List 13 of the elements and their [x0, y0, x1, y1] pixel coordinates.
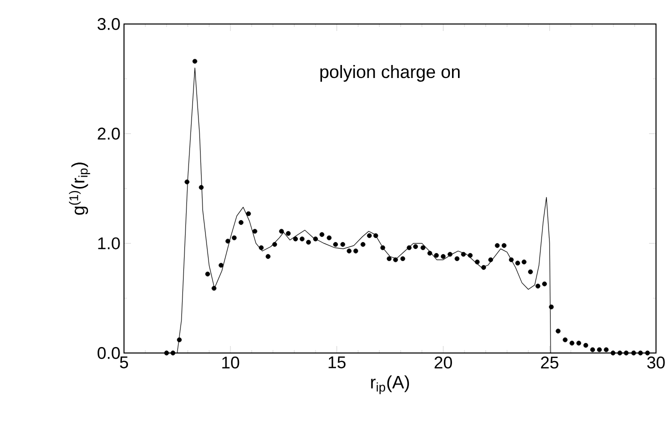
annotation: polyion charge on — [320, 64, 460, 82]
x-axis-title: r$_{ip}$(A) — [371, 375, 409, 394]
y-tick-label: 3.0 — [98, 18, 120, 30]
x-tick-label: 30 — [647, 356, 665, 369]
x-tick-label: 10 — [222, 356, 240, 369]
y-tick-label: 0.0 — [98, 347, 120, 359]
x-tick-label: 20 — [434, 356, 452, 369]
y-tick-label: 1.0 — [98, 237, 120, 250]
x-tick-label: 15 — [328, 356, 346, 368]
y-tick-label: 2.0 — [98, 128, 120, 140]
y-axis-title: g$^{(1)}$(r$_{ip}$) — [68, 162, 90, 215]
x-tick-label: 5 — [120, 356, 128, 368]
x-tick-label: 25 — [541, 356, 558, 369]
